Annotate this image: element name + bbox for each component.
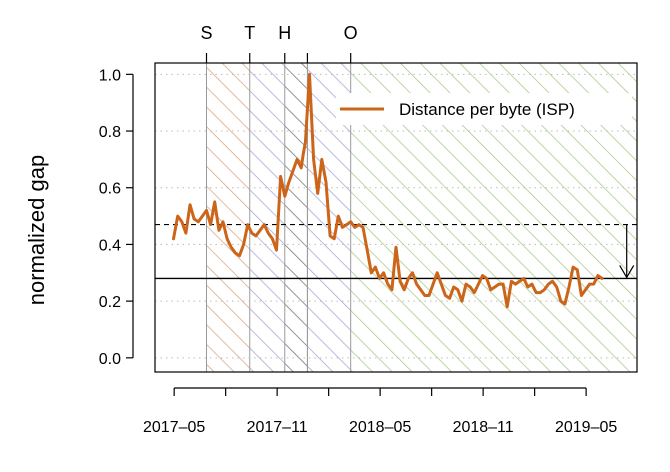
event-label-H: H: [278, 23, 291, 43]
x-tick-label-1: 2017‒11: [247, 419, 308, 436]
event-region-S: [206, 63, 250, 372]
event-label-S: S: [200, 23, 212, 43]
y-tick-label-2: 0.4: [99, 237, 121, 254]
y-tick-label-1: 0.2: [99, 294, 121, 311]
x-tick-label-3: 2018‒11: [453, 419, 514, 436]
grid-lines: [155, 73, 637, 359]
y-tick-label-4: 0.8: [99, 124, 121, 141]
reference-lines: [155, 223, 637, 280]
y-axis-label: normalized gap: [24, 155, 49, 305]
x-tick-label-0: 2017‒05: [143, 419, 205, 436]
y-tick-label-3: 0.6: [99, 181, 121, 198]
y-tick-label-0: 0.0: [99, 351, 121, 368]
x-tick-label-2: 2018‒05: [349, 419, 411, 436]
series-line-0: [172, 72, 604, 309]
axes: 0.0 0.2 0.4 0.6 0.8 1.0 2017‒05 2017‒11 2018‒05 2…: [99, 62, 638, 436]
event-label-O: O: [344, 23, 358, 43]
arrow-head: [619, 265, 635, 279]
y-tick-label-5: 1.0: [99, 67, 121, 84]
legend-label: Distance per byte (ISP): [399, 100, 575, 119]
plot-frame: [154, 62, 638, 373]
event-label-T: T: [244, 23, 255, 43]
series-lines: [172, 72, 604, 309]
x-tick-label-4: 2019‒05: [555, 419, 617, 436]
legend: Distance per byte (ISP): [336, 93, 632, 125]
legend-box: [336, 93, 632, 125]
event-region-H: [284, 63, 308, 372]
